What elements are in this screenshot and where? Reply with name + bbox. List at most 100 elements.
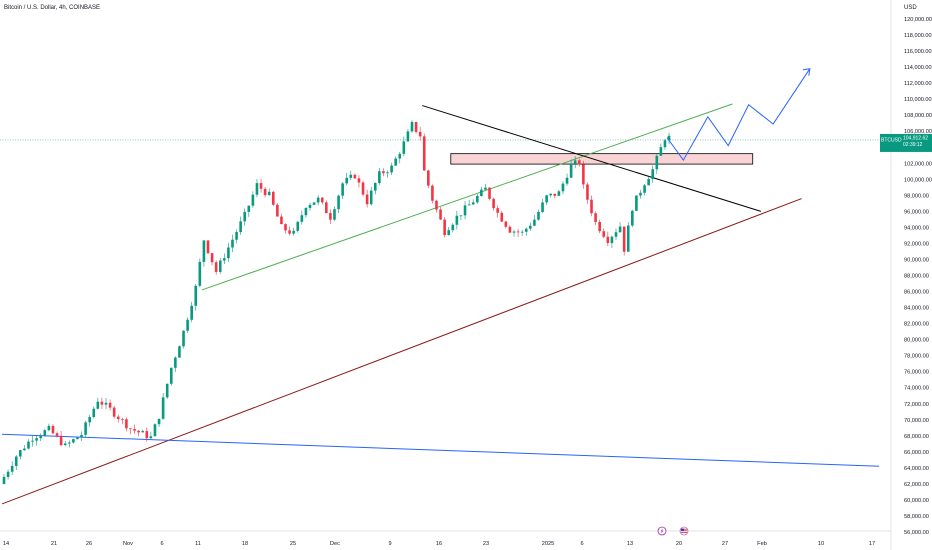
- candle-body: [39, 435, 43, 439]
- candle-body: [435, 200, 438, 210]
- x-tick-label: 2025: [542, 541, 554, 547]
- candle-body: [418, 131, 422, 137]
- candle-body: [459, 215, 463, 217]
- black-resistance-line[interactable]: [422, 105, 762, 212]
- time-axis[interactable]: 14 21 26 Nov 6 11 18 25 Dec 9 16 23 2025 6 13 20 27 Feb 10…: [3, 541, 875, 547]
- y-tick-label: 96,000.00: [904, 209, 929, 215]
- y-tick-label: 108,000.00: [904, 113, 932, 119]
- x-tick-label: Dec: [330, 541, 340, 547]
- candle-body: [92, 408, 96, 418]
- candle-body: [369, 190, 373, 205]
- candle-body: [218, 260, 222, 272]
- candle-body: [471, 202, 475, 205]
- candle-body: [227, 247, 230, 259]
- candle-body: [157, 418, 161, 425]
- x-tick-label: 10: [818, 541, 824, 547]
- candle-body: [161, 397, 165, 419]
- y-tick-label: 94,000.00: [904, 225, 929, 231]
- candle-body: [300, 215, 304, 222]
- candle-body: [451, 224, 455, 231]
- candle-body: [169, 367, 173, 384]
- candle-body: [59, 435, 63, 446]
- candle-body: [455, 215, 459, 225]
- candle-body: [443, 219, 446, 236]
- candle-body: [431, 185, 434, 201]
- candle-body: [243, 211, 247, 222]
- candle-body: [23, 448, 26, 451]
- x-tick-label: 11: [195, 541, 201, 547]
- candle-body: [263, 188, 267, 196]
- candle-body: [296, 221, 300, 231]
- candle-body: [529, 225, 532, 229]
- candle-body: [116, 416, 120, 420]
- candle-body: [553, 193, 557, 196]
- candle-body: [145, 431, 149, 439]
- candle-body: [651, 169, 655, 180]
- y-tick-label: 78,000.00: [904, 354, 929, 360]
- candle-body: [590, 199, 593, 214]
- price-axis[interactable]: 120,000.00 118,000.00 116,000.00 114,000.00…: [904, 17, 932, 536]
- candle-body: [27, 441, 30, 449]
- candle-body: [508, 226, 512, 233]
- candle-body: [345, 177, 349, 184]
- y-tick-label: 74,000.00: [904, 386, 929, 392]
- currency-label: USD: [904, 5, 917, 11]
- resistance-zone[interactable]: [450, 153, 754, 165]
- candle-body: [504, 221, 508, 227]
- candle-body: [439, 209, 442, 220]
- candle-body: [577, 160, 581, 165]
- candle-body: [533, 219, 536, 226]
- candle-body: [84, 422, 87, 435]
- candle-body: [174, 357, 177, 368]
- candle-body: [133, 429, 136, 431]
- candle-body: [6, 471, 10, 477]
- y-tick-label: 88,000.00: [904, 274, 929, 280]
- candle-body: [488, 187, 491, 199]
- candle-body: [280, 216, 283, 225]
- candle-body: [141, 431, 145, 433]
- candle-body: [67, 442, 71, 444]
- candle-body: [639, 192, 642, 196]
- candle-body: [394, 158, 397, 166]
- candle-body: [659, 147, 663, 156]
- candle-body: [586, 184, 589, 200]
- candle-body: [63, 443, 67, 446]
- candle-body: [10, 465, 14, 472]
- blue-support-line[interactable]: [1, 433, 880, 467]
- candle-body: [267, 191, 271, 196]
- candle-body: [378, 171, 381, 183]
- price-badge-background: [880, 133, 932, 152]
- candle-body: [2, 476, 6, 484]
- candle-body: [288, 230, 291, 234]
- candle-body: [480, 189, 483, 197]
- candle-body: [72, 439, 75, 443]
- y-tick-label: 116,000.00: [904, 49, 932, 55]
- candle-body: [537, 211, 540, 220]
- candle-body: [329, 213, 332, 220]
- candle-body: [251, 194, 255, 206]
- candle-body: [19, 450, 22, 457]
- candle-body: [202, 240, 206, 262]
- candle-body: [231, 239, 234, 248]
- us-flag-icon[interactable]: [679, 526, 689, 536]
- candle-body: [463, 205, 467, 216]
- y-tick-label: 90,000.00: [904, 257, 929, 263]
- x-tick-label: 16: [436, 541, 442, 547]
- candle-body: [137, 430, 140, 433]
- projection-path[interactable]: [666, 68, 811, 162]
- y-tick-label: 76,000.00: [904, 370, 929, 376]
- candle-body: [304, 207, 308, 216]
- green-channel-line[interactable]: [201, 103, 733, 291]
- lightning-icon[interactable]: [657, 526, 667, 536]
- x-tick-label: Feb: [757, 541, 767, 547]
- maroon-support-line[interactable]: [1, 198, 802, 505]
- price-badge-price: 104,912.62: [903, 135, 928, 141]
- candle-body: [255, 183, 259, 195]
- y-tick-label: 102,000.00: [904, 161, 932, 167]
- candle-body: [357, 178, 361, 183]
- candle-body: [610, 236, 614, 244]
- candle-body: [182, 330, 185, 347]
- y-tick-label: 62,000.00: [904, 482, 929, 488]
- candle-body: [447, 230, 451, 236]
